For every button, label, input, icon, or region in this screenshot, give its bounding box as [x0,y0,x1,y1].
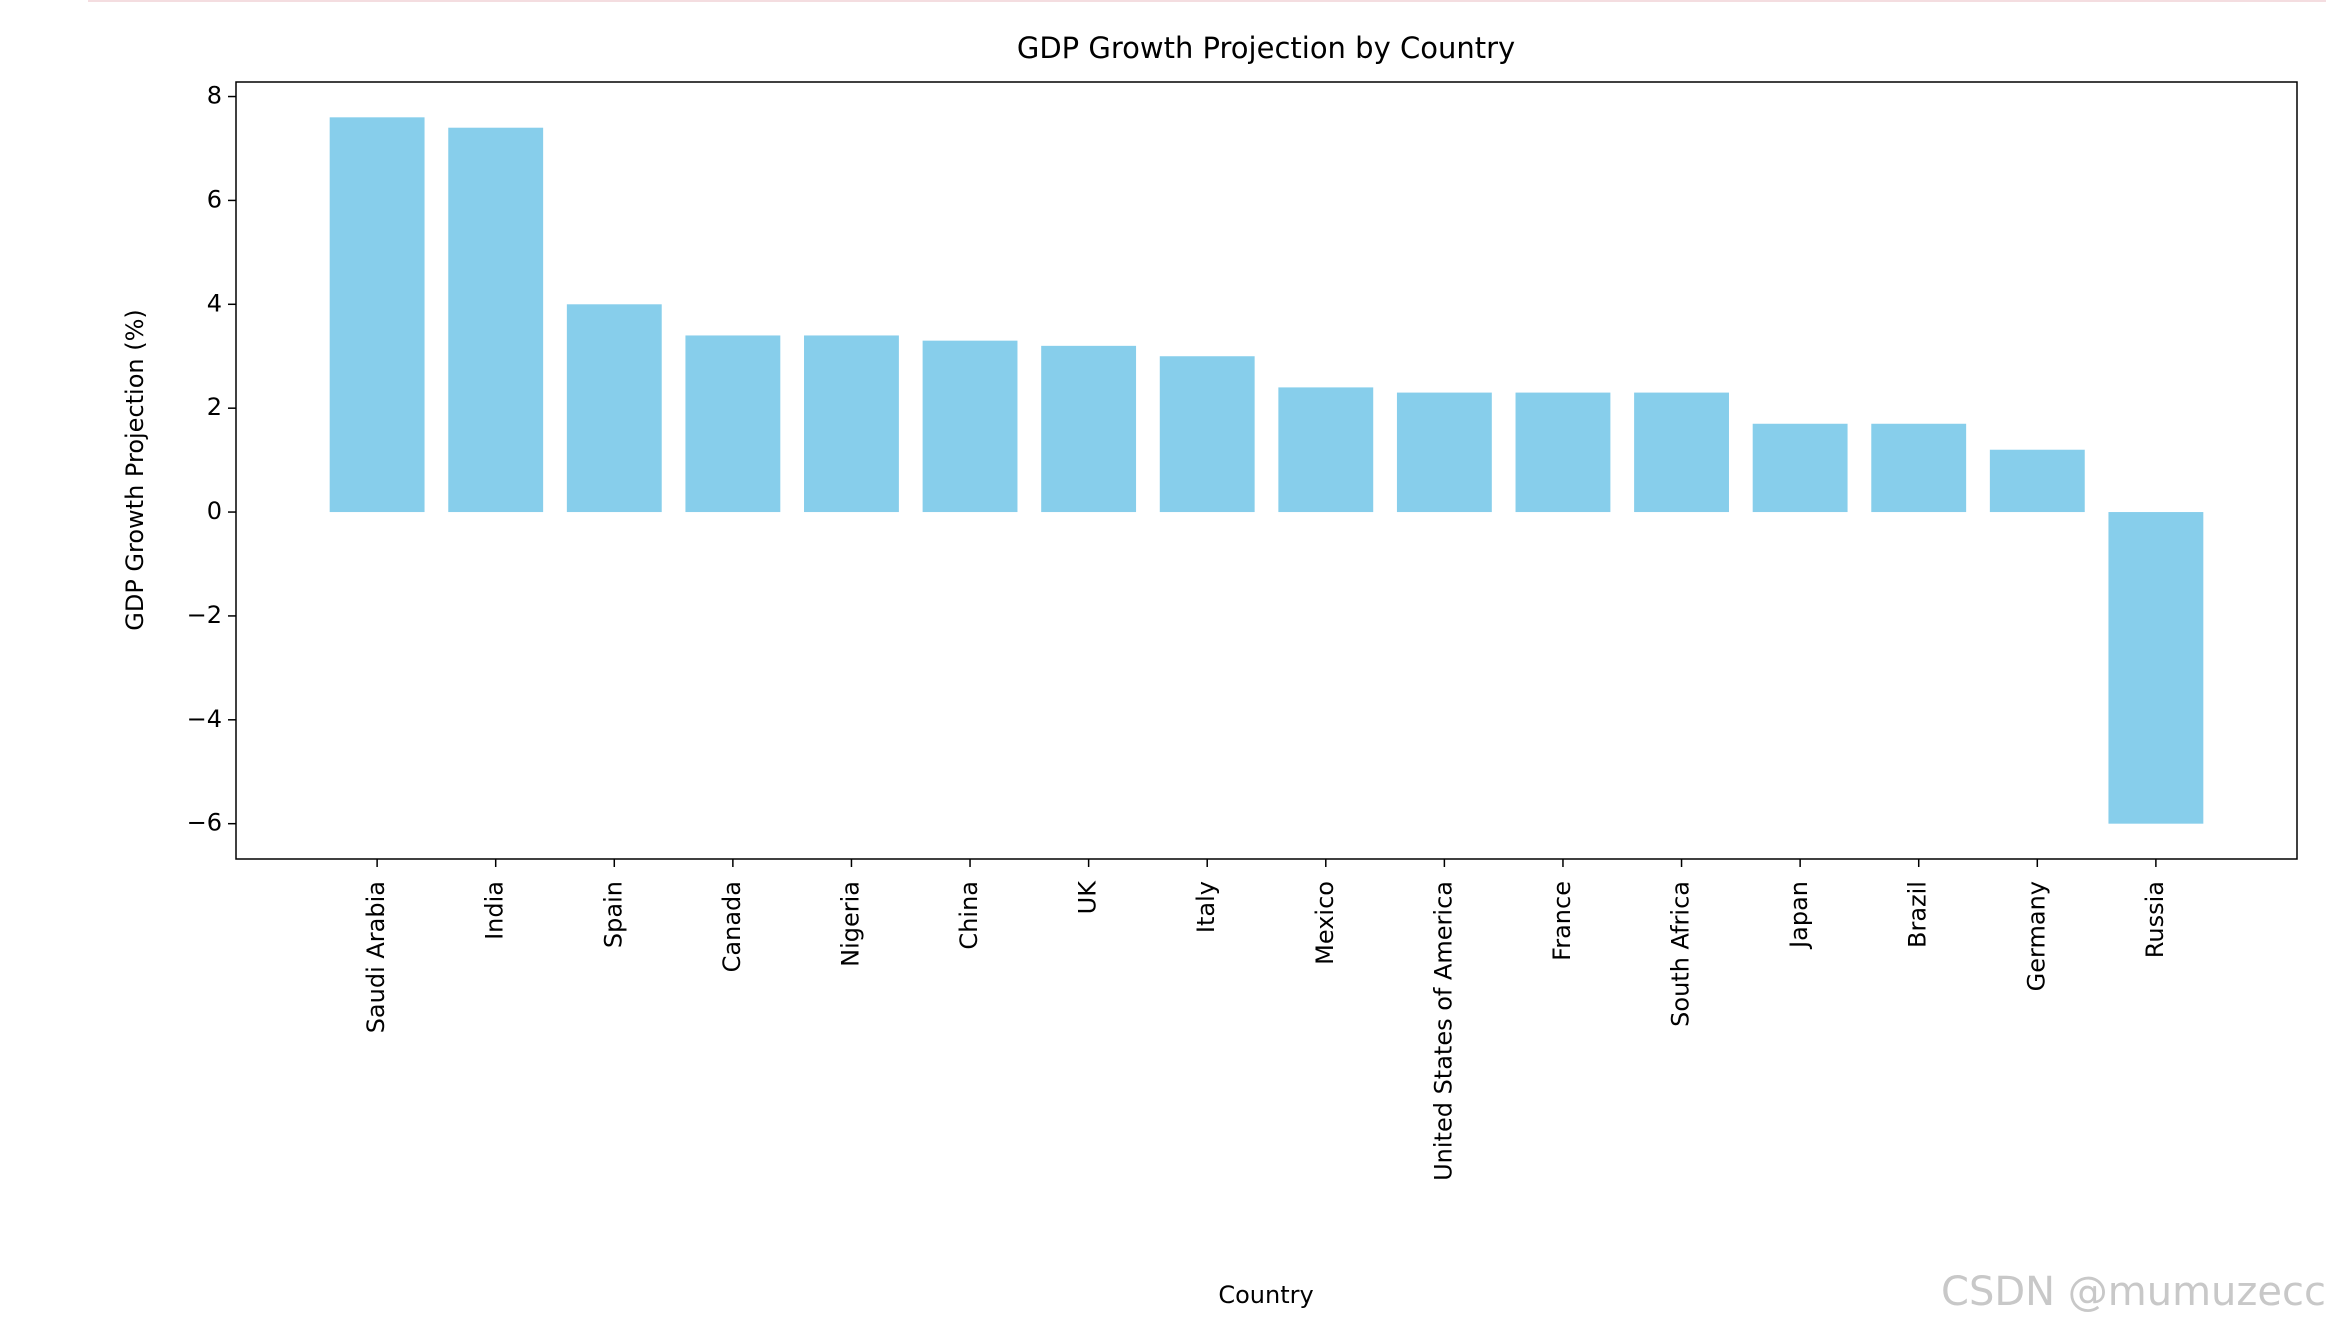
bar [329,117,425,513]
y-tick-label: 2 [207,393,222,421]
x-axis-label: Country [1218,1281,1313,1309]
x-tick-label: United States of America [1429,881,1457,1181]
bar [1041,345,1137,513]
x-tick-label: Germany [2022,881,2050,991]
bar [1634,392,1729,513]
bar [1159,356,1255,513]
bar [1752,423,1848,513]
x-tick-label: Brazil [1904,881,1932,948]
bar [685,335,781,513]
y-tick-label: −4 [187,705,222,733]
x-tick-label: Russia [2141,881,2169,958]
x-tick-label: Japan [1785,881,1813,950]
plot-frame [235,81,2298,860]
bar [1396,392,1492,513]
x-tick-label: India [481,881,509,940]
y-tick-label: 6 [207,185,222,213]
y-tick-label: 4 [207,289,222,317]
x-tick-label: China [955,881,983,950]
x-tick-label: Nigeria [836,881,864,967]
watermark: CSDN @mumuzecc [1941,1269,2326,1315]
x-tick-label: Saudi Arabia [362,881,390,1033]
bar [804,335,899,513]
bar [448,127,544,513]
y-tick-label: −2 [187,601,222,629]
x-tick-label: South Africa [1667,881,1695,1027]
bar [922,340,1018,513]
y-axis-label: GDP Growth Projection (%) [121,309,149,631]
y-tick-label: 0 [207,497,222,525]
y-tick-label: 8 [207,82,222,110]
bar [1989,449,2085,513]
x-tick-label: Italy [1192,881,1220,933]
chart-title: GDP Growth Projection by Country [1017,31,1515,65]
y-tick-label: −6 [187,809,222,837]
x-tick-label: Spain [599,881,627,948]
bar [1278,387,1374,513]
bar [2108,512,2204,824]
x-tick-label: Canada [718,881,746,972]
x-tick-label: UK [1074,880,1102,915]
bar [566,304,662,513]
x-tick-label: France [1548,881,1576,961]
bar [1515,392,1611,513]
x-tick-label: Mexico [1311,881,1339,965]
bar [1871,423,1967,513]
